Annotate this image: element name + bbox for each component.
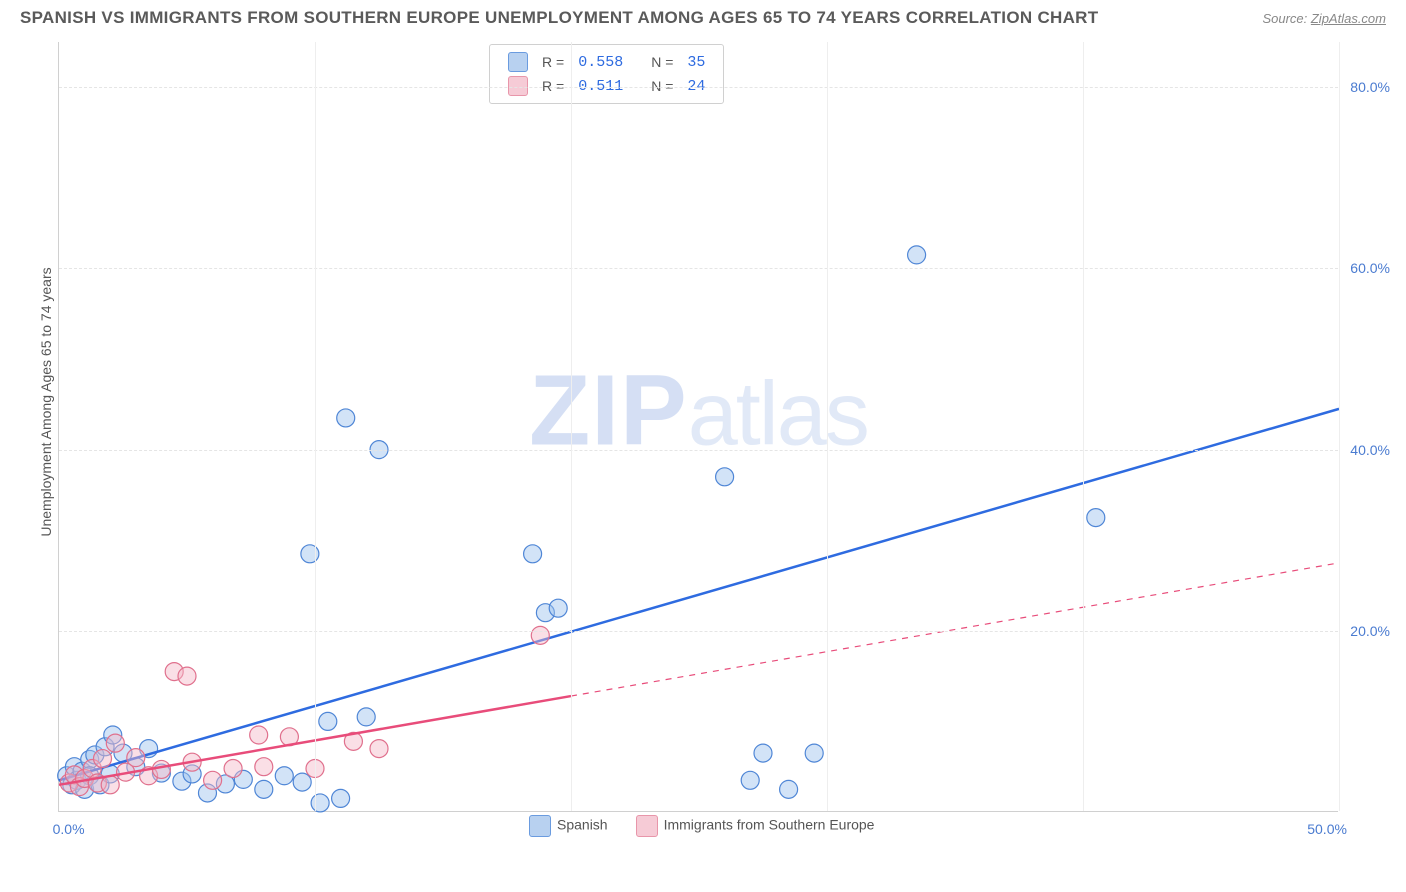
legend-item-immigrants: Immigrants from Southern Europe: [636, 815, 875, 837]
plot-svg: [59, 42, 1338, 811]
regression-line-spanish: [59, 409, 1339, 780]
data-point-immigrants: [531, 626, 549, 644]
data-point-immigrants: [127, 749, 145, 767]
x-tick-label: 0.0%: [53, 821, 85, 837]
header: SPANISH VS IMMIGRANTS FROM SOUTHERN EURO…: [0, 0, 1406, 32]
data-point-spanish: [549, 599, 567, 617]
data-point-spanish: [805, 744, 823, 762]
gridline-v: [1083, 42, 1084, 811]
y-tick-label: 80.0%: [1350, 79, 1390, 95]
chart-title: SPANISH VS IMMIGRANTS FROM SOUTHERN EURO…: [20, 8, 1098, 28]
correlation-chart: Unemployment Among Ages 65 to 74 years Z…: [40, 32, 1380, 852]
data-point-spanish: [319, 712, 337, 730]
data-point-immigrants: [178, 667, 196, 685]
data-point-immigrants: [370, 740, 388, 758]
gridline-v: [315, 42, 316, 811]
x-tick-label: 50.0%: [1307, 821, 1347, 837]
data-point-spanish: [741, 771, 759, 789]
gridline-h: [59, 450, 1338, 451]
data-point-spanish: [357, 708, 375, 726]
data-point-spanish: [1087, 509, 1105, 527]
data-point-spanish: [337, 409, 355, 427]
data-point-spanish: [524, 545, 542, 563]
legend-swatch-immigrants: [636, 815, 658, 837]
data-point-spanish: [255, 780, 273, 798]
data-point-spanish: [716, 468, 734, 486]
regression-line-immigrants-dashed: [571, 563, 1339, 696]
data-point-spanish: [780, 780, 798, 798]
legend-swatch-spanish: [529, 815, 551, 837]
data-point-spanish: [301, 545, 319, 563]
data-point-spanish: [311, 794, 329, 812]
data-point-immigrants: [255, 758, 273, 776]
y-tick-label: 20.0%: [1350, 623, 1390, 639]
source-prefix: Source:: [1262, 11, 1310, 26]
gridline-v: [827, 42, 828, 811]
data-point-spanish: [908, 246, 926, 264]
data-point-immigrants: [250, 726, 268, 744]
legend-label-spanish: Spanish: [557, 817, 608, 833]
legend-item-spanish: Spanish: [529, 815, 608, 837]
data-point-spanish: [275, 767, 293, 785]
data-point-immigrants: [204, 771, 222, 789]
data-point-spanish: [293, 773, 311, 791]
data-point-immigrants: [94, 750, 112, 768]
gridline-h: [59, 631, 1338, 632]
gridline-h: [59, 87, 1338, 88]
source-attribution: Source: ZipAtlas.com: [1262, 11, 1386, 26]
data-point-immigrants: [106, 734, 124, 752]
data-point-immigrants: [101, 776, 119, 794]
y-axis-label: Unemployment Among Ages 65 to 74 years: [38, 267, 54, 536]
gridline-v: [1339, 42, 1340, 811]
gridline-h: [59, 268, 1338, 269]
y-tick-label: 60.0%: [1350, 260, 1390, 276]
data-point-spanish: [754, 744, 772, 762]
y-tick-label: 40.0%: [1350, 442, 1390, 458]
data-point-spanish: [332, 789, 350, 807]
plot-area: ZIPatlas R =0.558N =35R =0.511N =24 Span…: [58, 42, 1338, 812]
data-point-immigrants: [224, 760, 242, 778]
source-link[interactable]: ZipAtlas.com: [1311, 11, 1386, 26]
legend-label-immigrants: Immigrants from Southern Europe: [664, 817, 875, 833]
series-legend: Spanish Immigrants from Southern Europe: [529, 815, 874, 837]
gridline-v: [571, 42, 572, 811]
